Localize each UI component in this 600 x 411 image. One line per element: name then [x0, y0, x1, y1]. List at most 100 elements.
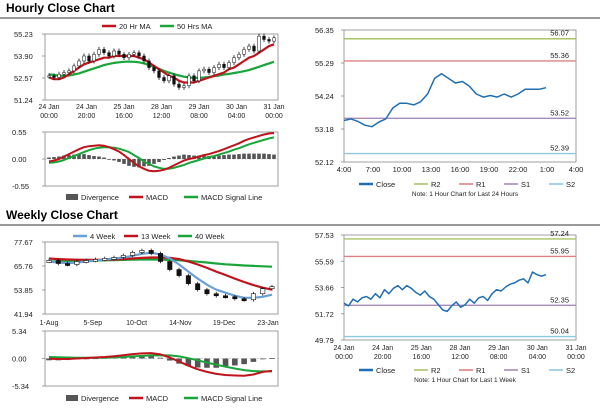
- weekly-close-xtick-date: 24 Jan: [333, 345, 354, 352]
- hourly-divergence-bar: [212, 155, 216, 159]
- hourly-divergence-bar: [262, 153, 266, 159]
- hourly-price-xtick-time: 20:00: [78, 113, 96, 120]
- weekly-close-frame: [343, 234, 577, 341]
- weekly-section-rule: [0, 224, 600, 226]
- weekly-close-level-label-s2: 50.04: [550, 327, 569, 336]
- hourly-divergence-bar: [172, 156, 176, 159]
- hourly-close-legend-s1-label: S1: [521, 180, 530, 189]
- hourly-divergence-bar: [77, 154, 81, 159]
- weekly-close-legend-s1-label: S1: [521, 366, 530, 375]
- weekly-close-xtick-time: 20:00: [374, 354, 392, 361]
- hourly-divergence-bar: [252, 153, 256, 159]
- hourly-close-xtick: 16:00: [451, 165, 470, 174]
- hourly-macd-ytick-label: 0.00: [12, 155, 27, 164]
- hourly-candle: [207, 68, 211, 73]
- weekly-candle: [176, 269, 182, 276]
- hourly-divergence-bar: [267, 154, 271, 159]
- weekly-close-xtick-time: 00:00: [567, 354, 585, 361]
- hourly-close-xtick: 10:00: [393, 165, 412, 174]
- weekly-close-note: Note: 1 Hour Chart for Last 1 Week: [414, 377, 517, 384]
- weekly-close-legend-r1-label: R1: [476, 366, 486, 375]
- hourly-divergence-bar: [177, 155, 181, 159]
- weekly-price-frame: [44, 241, 279, 315]
- hourly-candle: [52, 75, 56, 78]
- weekly-close-xtick-time: 04:00: [529, 354, 547, 361]
- hourly-close-chart: 56.35 55.29 54.24 53.18 52.12 56.07 55.36 53.52…: [315, 26, 583, 198]
- hourly-candle: [177, 83, 181, 88]
- hourly-divergence-bar: [117, 159, 121, 162]
- weekly-macd-ytick-label: -5.34: [12, 382, 29, 391]
- weekly-close-xtick-date: 31 Jan: [565, 345, 586, 352]
- weekly-close-xtick-date: 24 Jan: [372, 345, 393, 352]
- hourly-candle: [97, 49, 101, 55]
- weekly-price-ytick-label: 77.67: [14, 238, 33, 247]
- hourly-legend-divergence-label: Divergence: [81, 193, 119, 202]
- weekly-section-title: Weekly Close Chart: [6, 208, 118, 222]
- hourly-close-xtick: 4:00: [337, 165, 352, 174]
- weekly-divergence-bar: [185, 358, 192, 366]
- weekly-macd-ytick-label: 5.34: [12, 327, 27, 336]
- weekly-close-xtick-time: 12:00: [451, 354, 469, 361]
- weekly-candle: [148, 250, 154, 254]
- hourly-divergence-bar: [162, 159, 166, 160]
- hourly-divergence-bar: [182, 154, 186, 159]
- hourly-candle: [217, 64, 221, 68]
- hourly-divergence-bar: [87, 155, 91, 159]
- weekly-candle: [139, 250, 145, 253]
- weekly-close-level-label-s1: 52.35: [550, 295, 569, 304]
- hourly-candle: [67, 70, 71, 73]
- weekly-divergence-bar: [157, 357, 164, 359]
- hourly-candle: [47, 75, 51, 78]
- hourly-close-ytick-label: 52.12: [315, 158, 334, 167]
- hourly-divergence-bar: [202, 155, 206, 159]
- hourly-close-legend-r2-label: R2: [431, 180, 441, 189]
- hourly-candle: [117, 50, 121, 55]
- weekly-price-ytick-label: 65.76: [14, 262, 33, 271]
- weekly-divergence-bar: [194, 358, 201, 368]
- hourly-divergence-bar: [97, 156, 101, 159]
- hourly-candle: [227, 62, 231, 68]
- weekly-divergence-bar: [269, 357, 275, 359]
- hourly-macd-line: [48, 132, 275, 173]
- hourly-candle: [92, 54, 96, 62]
- weekly-candle: [74, 261, 80, 265]
- hourly-candle: [112, 50, 116, 57]
- hourly-macd-chart: 0.55 0.00 -0.55 Divergence MACD MACD Signal L…: [12, 128, 279, 202]
- weekly-legend-macd-label: MACD: [146, 394, 169, 403]
- weekly-legend-divergence-swatch: [66, 395, 78, 401]
- hourly-candle: [57, 73, 61, 78]
- hourly-divergence-bar: [187, 155, 191, 159]
- hourly-close-xtick: 13:00: [422, 165, 441, 174]
- hourly-candle: [237, 54, 241, 58]
- weekly-candle: [102, 258, 108, 261]
- hourly-close-level-label-r1: 55.36: [550, 51, 569, 60]
- hourly-price-xtick-date: 25 Jan: [113, 104, 134, 111]
- hourly-candle: [162, 77, 166, 82]
- weekly-candle: [167, 261, 173, 270]
- hourly-candle: [132, 52, 136, 55]
- weekly-close-xtick-time: 08:00: [490, 354, 508, 361]
- weekly-price-xtick: 1-Aug: [40, 320, 59, 327]
- hourly-close-level-label-s2: 52.39: [550, 144, 569, 153]
- hourly-signal-line: [48, 136, 275, 170]
- weekly-divergence-bar: [232, 358, 238, 366]
- weekly-close-xtick-time: 16:00: [413, 354, 431, 361]
- hourly-legend-ma20-label: 20 Hr MA: [119, 22, 151, 31]
- hourly-close-xtick: 4:00: [569, 165, 584, 174]
- hourly-divergence-bar: [272, 154, 276, 159]
- hourly-candle: [212, 67, 216, 73]
- hourly-price-xtick-date: 31 Jan: [263, 104, 284, 111]
- hourly-divergence-bar: [222, 155, 226, 159]
- weekly-close-xtick-date: 29 Jan: [488, 345, 509, 352]
- weekly-close-legend-s2-label: S2: [566, 366, 575, 375]
- weekly-divergence-bar: [213, 358, 220, 368]
- weekly-divergence-bar: [259, 358, 266, 360]
- hourly-candle: [62, 72, 66, 75]
- weekly-candle: [213, 293, 219, 297]
- hourly-candle: [197, 70, 201, 82]
- hourly-candle: [252, 45, 256, 52]
- hourly-candle: [107, 52, 111, 57]
- weekly-legend-w13-label: 13 Week: [141, 232, 171, 241]
- hourly-price-xtick-date: 29 Jan: [188, 104, 209, 111]
